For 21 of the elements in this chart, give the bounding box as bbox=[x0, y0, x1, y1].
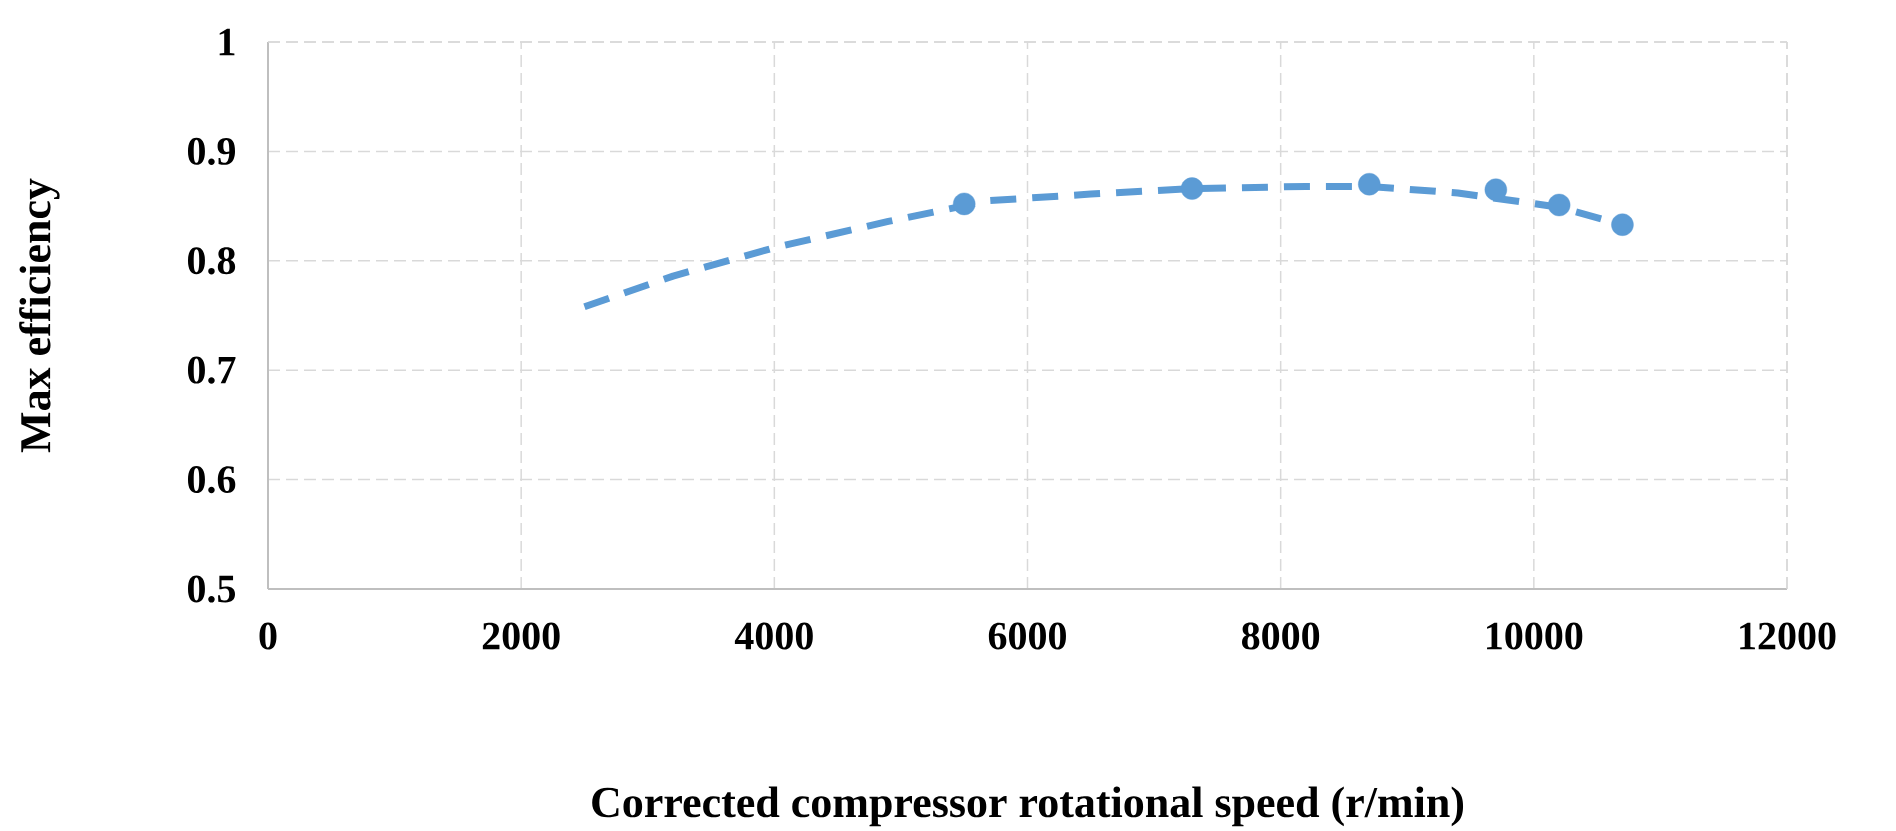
y-tick-label: 0.5 bbox=[187, 575, 236, 603]
y-tick-label: 0.9 bbox=[187, 137, 236, 165]
point bbox=[1180, 177, 1204, 200]
y-tick-label: 0.7 bbox=[187, 356, 236, 384]
point bbox=[1484, 178, 1508, 201]
y-tick-label: 1 bbox=[219, 28, 235, 56]
x-axis-title: Corrected compressor rotational speed (r/min) bbox=[592, 786, 1464, 827]
point bbox=[1358, 173, 1381, 196]
x-tick-label: 6000 bbox=[988, 622, 1066, 650]
x-tick-label: 2000 bbox=[482, 622, 560, 650]
x-tick-label: 8000 bbox=[1242, 622, 1320, 650]
x-tick-label: 12000 bbox=[1740, 622, 1836, 650]
x-tick-label: 10000 bbox=[1487, 622, 1583, 650]
y-tick-label: 0.6 bbox=[187, 466, 236, 494]
x-tick-label: 0 bbox=[259, 622, 277, 650]
point bbox=[953, 192, 976, 216]
y-tick-label: 0.8 bbox=[187, 247, 236, 275]
y-axis-title: Max efficiency bbox=[19, 178, 60, 453]
x-tick-label: 4000 bbox=[734, 622, 813, 650]
point bbox=[1611, 213, 1634, 236]
point bbox=[1547, 193, 1571, 217]
